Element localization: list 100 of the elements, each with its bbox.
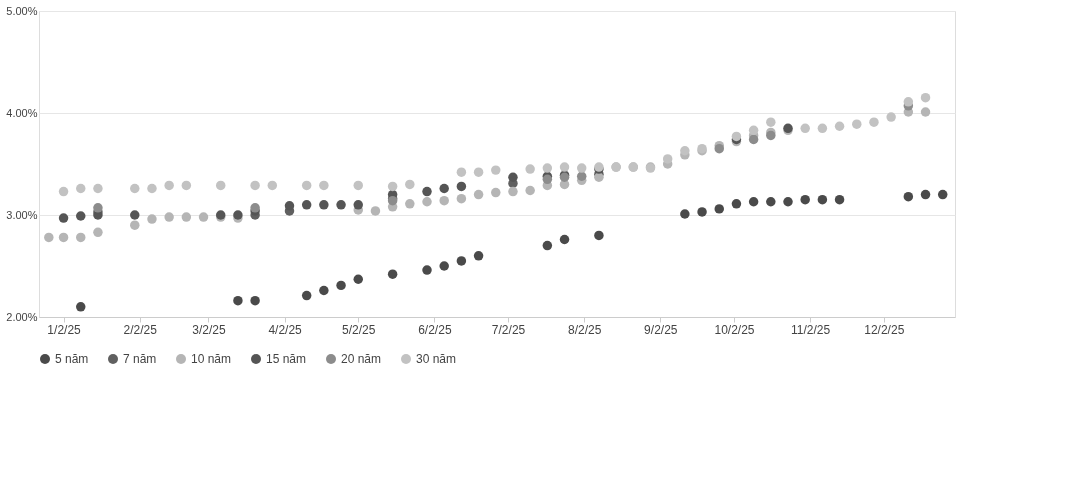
point	[250, 180, 260, 191]
point	[456, 181, 467, 192]
point	[473, 251, 484, 261]
point	[164, 212, 174, 222]
point	[405, 179, 415, 190]
point	[594, 230, 604, 241]
point	[852, 119, 862, 129]
point	[800, 123, 810, 134]
point	[130, 210, 140, 220]
point	[215, 180, 226, 191]
point	[473, 189, 484, 200]
legend-label: 20 năm	[341, 352, 382, 366]
x-tick-label: 4/2/25	[268, 322, 303, 337]
point	[405, 199, 415, 209]
point	[525, 185, 535, 196]
point	[76, 302, 86, 312]
point	[576, 171, 587, 181]
x-tick-label: 7/2/25	[491, 322, 526, 337]
point	[439, 195, 449, 206]
point	[680, 209, 690, 219]
point	[525, 164, 535, 174]
point	[353, 180, 363, 191]
point	[353, 274, 363, 284]
x-tick-label: 8/2/25	[567, 322, 602, 337]
point	[147, 214, 157, 224]
point	[766, 117, 776, 127]
x-tick-label: 5/2/25	[342, 322, 376, 337]
point	[920, 189, 931, 200]
point	[886, 112, 896, 122]
point	[250, 295, 260, 306]
point	[439, 183, 449, 194]
point	[147, 183, 157, 194]
point	[422, 197, 432, 207]
legend-label: 30 năm	[416, 352, 457, 366]
point	[834, 121, 845, 131]
point	[491, 187, 501, 198]
point	[576, 163, 587, 173]
legend-label: 7 năm	[123, 352, 157, 366]
point	[800, 194, 810, 205]
point	[817, 194, 828, 205]
point	[697, 207, 707, 217]
point	[559, 162, 570, 172]
legend-label: 5 năm	[55, 352, 89, 366]
x-tick-label: 11/2/25	[791, 322, 831, 337]
point	[903, 97, 914, 107]
point	[456, 193, 467, 204]
point	[58, 232, 69, 243]
point	[267, 180, 278, 191]
y-tick-label: 5.00%	[6, 4, 38, 17]
point	[542, 163, 553, 173]
legend-label: 15 năm	[266, 352, 307, 366]
point	[76, 211, 86, 221]
point	[903, 191, 914, 202]
point	[58, 186, 69, 197]
point	[387, 181, 398, 192]
x-tick-label: 10/2/25	[714, 322, 755, 337]
y-tick-label: 3.00%	[6, 208, 38, 221]
point	[58, 213, 69, 223]
x-tick-label: 1/2/25	[47, 322, 82, 337]
point	[76, 232, 86, 243]
point	[44, 232, 54, 243]
point	[817, 123, 828, 134]
point	[748, 197, 759, 207]
point	[456, 167, 467, 177]
point	[370, 206, 381, 216]
point	[731, 199, 742, 209]
point	[869, 117, 879, 127]
point	[130, 220, 140, 230]
point	[748, 134, 759, 145]
point	[662, 154, 673, 164]
point	[920, 107, 931, 117]
point	[198, 212, 209, 222]
point	[542, 174, 553, 185]
point	[508, 172, 518, 182]
point	[748, 125, 759, 136]
point	[336, 280, 346, 291]
point	[766, 197, 776, 207]
point	[319, 285, 329, 296]
y-tick-label: 2.00%	[6, 310, 38, 323]
point	[456, 256, 467, 266]
point	[181, 212, 192, 222]
point	[93, 227, 103, 238]
x-tick-label: 6/2/25	[418, 322, 452, 337]
point	[181, 180, 192, 191]
point	[93, 203, 103, 213]
point	[319, 200, 329, 210]
x-tick-label: 12/2/25	[864, 322, 905, 337]
point	[301, 180, 312, 191]
point	[834, 194, 845, 205]
x-tick-label: 9/2/25	[644, 322, 678, 337]
point	[920, 92, 931, 103]
point	[559, 234, 570, 245]
point	[783, 197, 793, 207]
point	[542, 240, 553, 251]
legend-label: 10 năm	[191, 352, 232, 366]
point	[353, 200, 363, 210]
point	[301, 290, 312, 301]
point	[233, 295, 243, 306]
point	[336, 200, 346, 210]
point	[164, 180, 174, 191]
